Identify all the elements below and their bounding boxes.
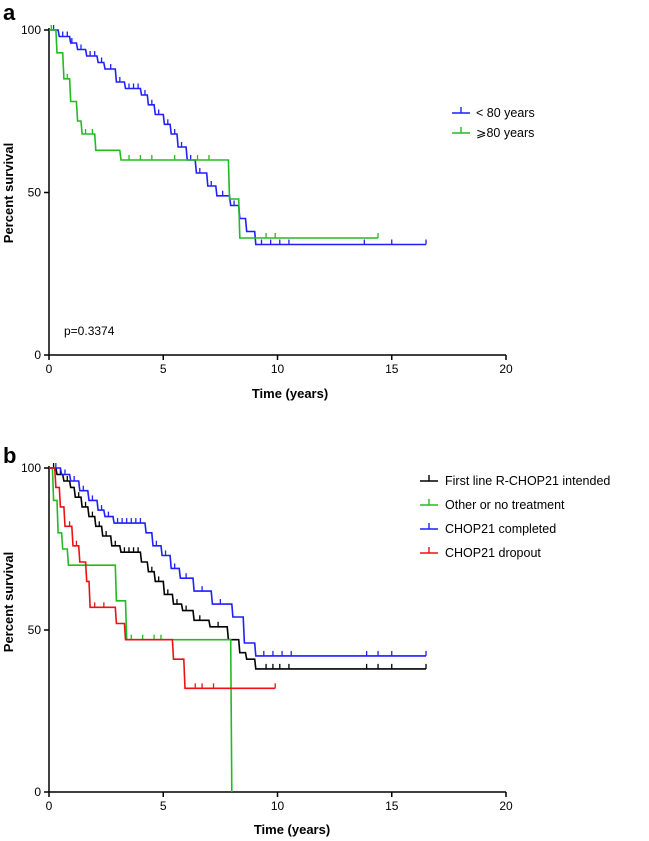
panel-b-letter: b xyxy=(3,443,16,468)
x-tick-label: 20 xyxy=(499,362,513,376)
panel-a-legend: < 80 years ⩾80 years xyxy=(452,106,535,140)
y-tick-label: 0 xyxy=(34,785,41,799)
legend-label: Other or no treatment xyxy=(445,498,565,512)
panel-a: a 0 50 100 0 5 10 15 20 < 80 years ⩾80 years Per… xyxy=(1,0,535,401)
series-chop21-dropout xyxy=(49,467,276,690)
panel-a-xlabel: Time (years) xyxy=(252,386,328,401)
panel-b-xlabel: Time (years) xyxy=(254,822,330,837)
legend-label: < 80 years xyxy=(476,106,535,120)
series-other-or-no-treatment xyxy=(49,467,233,793)
panel-a-ticks: 0 50 100 0 5 10 15 20 xyxy=(21,23,513,376)
legend-item: Other or no treatment xyxy=(420,498,565,512)
panel-a-ylabel: Percent survival xyxy=(1,143,16,243)
survival-curve-first-line-r-chop21-intended xyxy=(49,467,426,670)
legend-item: < 80 years xyxy=(452,106,535,120)
x-tick-label: 5 xyxy=(160,799,167,813)
x-tick-label: 20 xyxy=(499,799,513,813)
survival-curve-chop21-completed xyxy=(49,467,426,657)
panel-b-axes xyxy=(48,466,506,793)
x-tick-label: 5 xyxy=(160,362,167,376)
x-tick-label: 15 xyxy=(385,799,399,813)
x-tick-label: 0 xyxy=(46,362,53,376)
y-tick-label: 100 xyxy=(21,461,41,475)
legend-item: CHOP21 dropout xyxy=(420,546,541,560)
panel-b-ylabel: Percent survival xyxy=(1,552,16,652)
survival-curve-other-or-no-treatment xyxy=(49,467,233,793)
survival-curve-80-years xyxy=(49,29,426,246)
series-chop21-completed xyxy=(49,463,427,657)
survival-curve-chop21-dropout xyxy=(49,467,276,690)
panel-a-series xyxy=(49,25,427,246)
legend-label: CHOP21 completed xyxy=(445,522,556,536)
survival-curve-80-years xyxy=(49,29,378,239)
legend-item: First line R-CHOP21 intended xyxy=(420,474,610,488)
x-tick-label: 15 xyxy=(385,362,399,376)
series-80-years xyxy=(49,25,427,246)
panel-b-ticks: 0 50 100 0 5 10 15 20 xyxy=(21,461,513,813)
y-tick-label: 100 xyxy=(21,23,41,37)
x-tick-label: 10 xyxy=(271,799,285,813)
x-tick-label: 0 xyxy=(46,799,53,813)
y-tick-label: 0 xyxy=(34,348,41,362)
panel-a-axes xyxy=(48,28,506,356)
legend-label: ⩾80 years xyxy=(476,126,534,140)
y-tick-label: 50 xyxy=(28,186,42,200)
series-80-years xyxy=(49,25,379,239)
legend-item: ⩾80 years xyxy=(452,126,534,140)
panel-b-series xyxy=(49,463,427,793)
series-first-line-r-chop21-intended xyxy=(49,463,427,670)
panel-a-letter: a xyxy=(3,0,16,25)
legend-item: CHOP21 completed xyxy=(420,522,556,536)
panel-b: b 0 50 100 0 5 10 15 20 First line R-CHOP21 int… xyxy=(1,443,610,837)
y-tick-label: 50 xyxy=(28,623,42,637)
panel-a-pvalue: p=0.3374 xyxy=(64,324,115,338)
x-tick-label: 10 xyxy=(271,362,285,376)
legend-label: CHOP21 dropout xyxy=(445,546,541,560)
panel-b-legend: First line R-CHOP21 intended Other or no … xyxy=(420,474,610,560)
legend-label: First line R-CHOP21 intended xyxy=(445,474,610,488)
